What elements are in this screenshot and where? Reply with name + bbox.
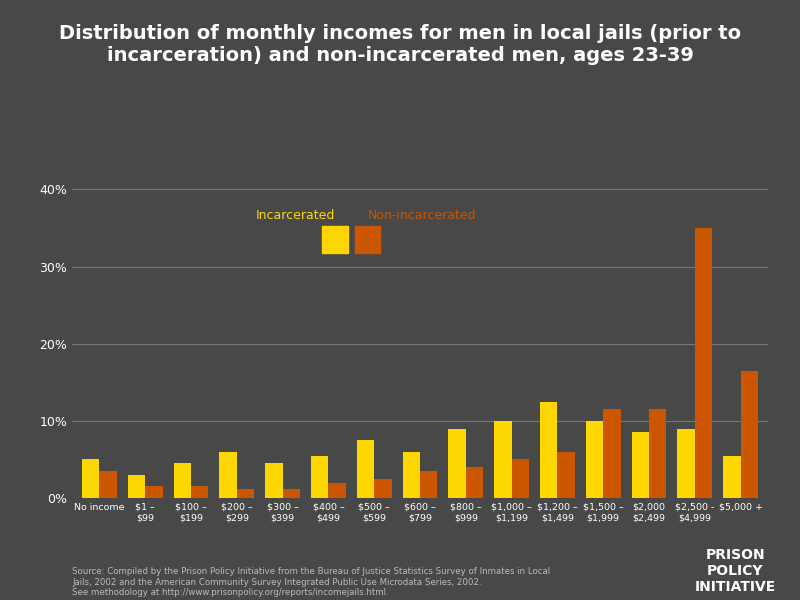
Bar [741, 371, 758, 498]
Bar [237, 489, 254, 498]
Bar [311, 455, 329, 498]
Bar [694, 228, 712, 498]
Bar [540, 401, 558, 498]
Bar [678, 428, 694, 498]
Bar [649, 409, 666, 498]
Bar [631, 433, 649, 498]
Bar [402, 452, 420, 498]
FancyBboxPatch shape [322, 226, 348, 253]
Bar [282, 489, 300, 498]
Bar [494, 421, 511, 498]
Bar [603, 409, 621, 498]
Bar [266, 463, 282, 498]
Bar [374, 479, 392, 498]
Bar [586, 421, 603, 498]
Bar [723, 455, 741, 498]
Bar [357, 440, 374, 498]
Bar [219, 452, 237, 498]
Text: Source: Compiled by the Prison Policy Initiative from the Bureau of Justice Stat: Source: Compiled by the Prison Policy In… [72, 567, 550, 597]
Bar [146, 487, 162, 498]
Bar [448, 428, 466, 498]
Text: Distribution of monthly incomes for men in local jails (prior to
incarceration) : Distribution of monthly incomes for men … [59, 24, 741, 65]
Bar [128, 475, 146, 498]
Bar [191, 487, 209, 498]
Bar [558, 452, 574, 498]
Text: Incarcerated: Incarcerated [256, 209, 335, 222]
Text: Non-incarcerated: Non-incarcerated [367, 209, 476, 222]
Bar [329, 482, 346, 498]
Bar [99, 471, 117, 498]
Bar [82, 460, 99, 498]
Bar [174, 463, 191, 498]
Text: PRISON
POLICY
INITIATIVE: PRISON POLICY INITIATIVE [694, 548, 776, 594]
FancyBboxPatch shape [355, 226, 380, 253]
Bar [511, 460, 529, 498]
Bar [466, 467, 483, 498]
Bar [420, 471, 438, 498]
